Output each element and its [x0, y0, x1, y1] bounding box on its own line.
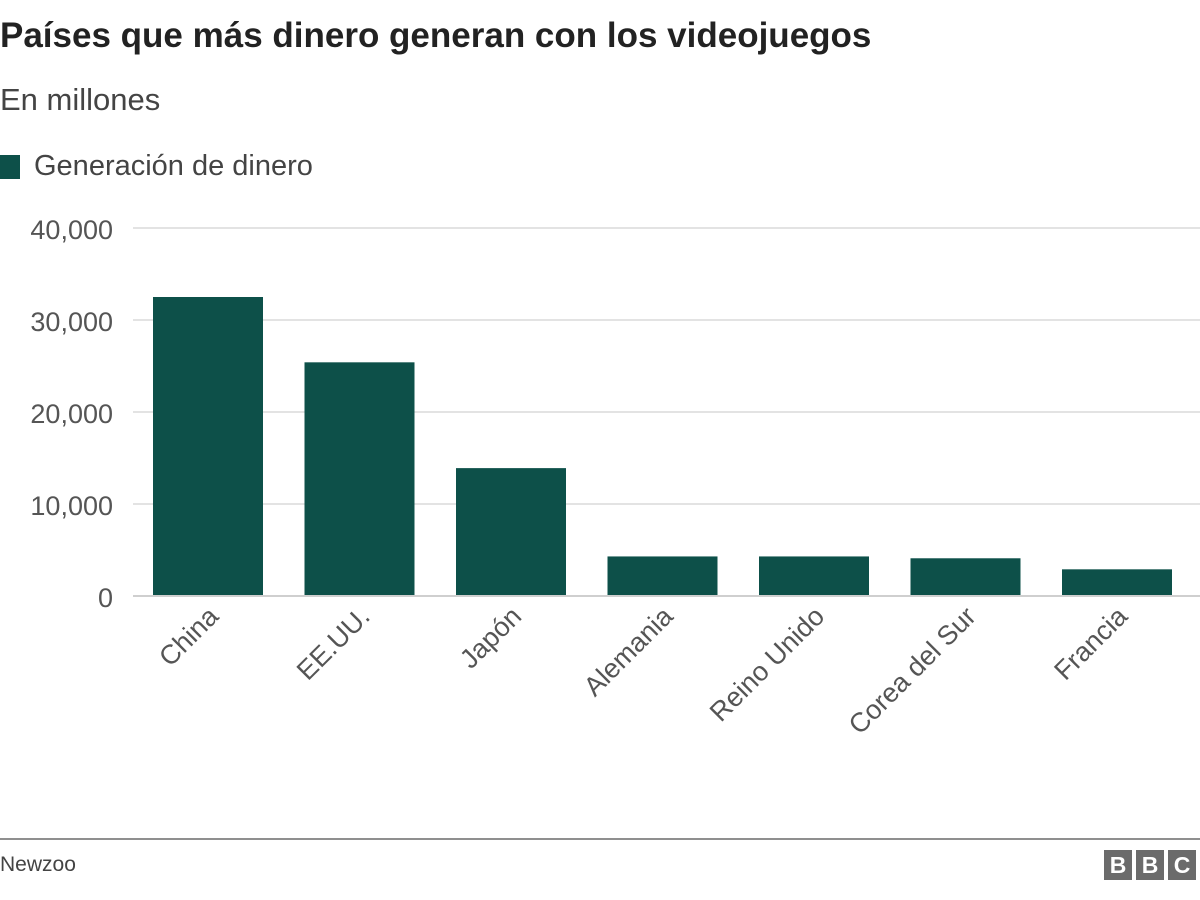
bbc-logo-letter: B [1104, 850, 1132, 880]
chart-title: Países que más dinero generan con los vi… [0, 16, 872, 55]
y-tick-label: 30,000 [30, 307, 113, 337]
source-label: Newzoo [0, 853, 76, 876]
bar [456, 468, 566, 596]
y-tick-label: 20,000 [30, 399, 113, 429]
bar [607, 556, 718, 596]
bar [759, 556, 869, 596]
x-tick-label: China [153, 600, 225, 672]
bbc-logo-letter: C [1168, 850, 1196, 880]
bar [910, 558, 1021, 596]
footer-divider [0, 838, 1200, 840]
chart-subtitle: En millones [0, 82, 161, 117]
y-tick-label: 0 [98, 583, 113, 613]
legend-swatch [0, 154, 20, 179]
x-tick-label: Japón [454, 601, 527, 674]
x-tick-label: Francia [1048, 600, 1134, 686]
y-tick-label: 10,000 [30, 491, 113, 521]
bbc-logo: B B C [1104, 850, 1196, 880]
legend-label: Generación de dinero [34, 150, 313, 182]
x-tick-label: EE.UU. [291, 601, 376, 686]
bar [1062, 569, 1172, 596]
x-tick-label: Corea del Sur [843, 601, 982, 740]
x-tick-label: Reino Unido [704, 601, 830, 727]
bbc-logo-letter: B [1136, 850, 1164, 880]
bar [304, 362, 415, 596]
bar [153, 297, 263, 596]
x-tick-label: Alemania [578, 600, 680, 702]
legend: Generación de dinero [0, 150, 313, 183]
bar-chart: 0 10,000 20,000 30,000 40,000 China EE.UU. Japó… [30, 215, 1200, 740]
y-tick-label: 40,000 [30, 215, 113, 245]
